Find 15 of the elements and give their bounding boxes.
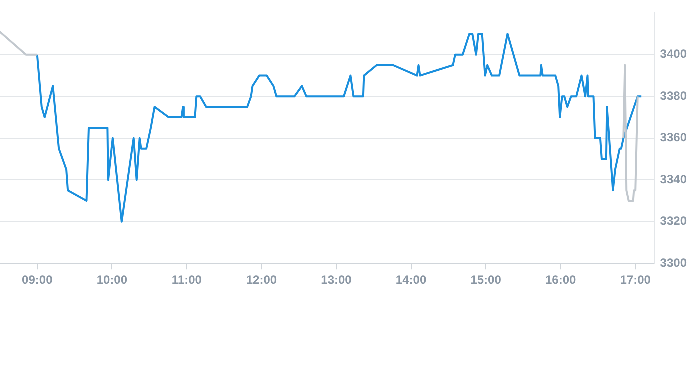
x-tick-label: 12:00 (246, 273, 278, 288)
x-tick-label: 09:00 (22, 273, 54, 288)
x-tick-label: 11:00 (172, 273, 202, 288)
x-tick-label: 10:00 (96, 273, 128, 288)
x-tick-label: 16:00 (545, 273, 576, 288)
x-tick-label: 13:00 (321, 273, 352, 288)
x-tick-label: 14:00 (396, 273, 427, 288)
x-tick-label: 15:00 (470, 273, 502, 288)
y-tick-label: 3340 (660, 172, 688, 186)
x-tick-label: 17:00 (620, 273, 652, 288)
y-tick-label: 3400 (660, 47, 688, 62)
y-tick-label: 3360 (660, 130, 688, 145)
y-tick-label: 3300 (660, 256, 688, 270)
y-tick-label: 3320 (660, 214, 688, 228)
y-tick-label: 3380 (660, 88, 688, 103)
